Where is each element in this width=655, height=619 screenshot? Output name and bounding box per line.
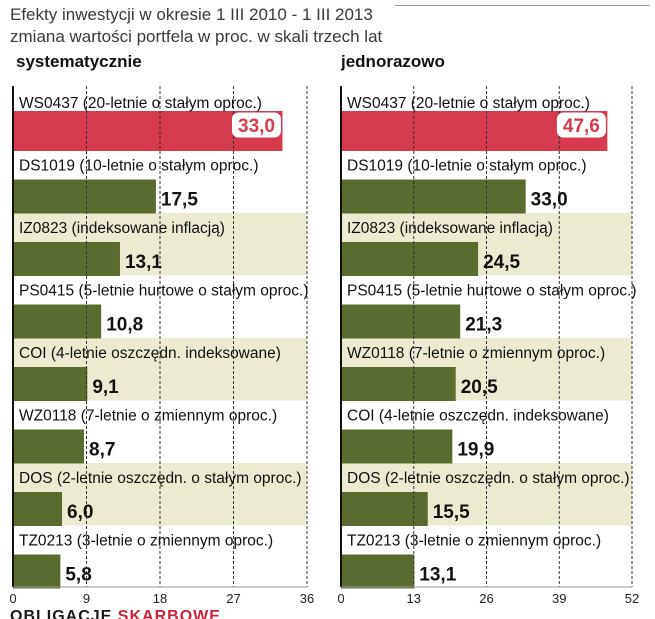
x-tick-label-onetime-52: 52 xyxy=(625,591,639,606)
x-tick-label-onetime-26: 26 xyxy=(479,591,493,606)
category-label-systematic-0: WS0437 (20-letnie o stałym oproc.) xyxy=(19,95,262,112)
value-label-systematic-1: 17,5 xyxy=(161,190,198,211)
bar-systematic-7 xyxy=(13,554,61,589)
bar-onetime-5 xyxy=(341,429,453,464)
category-label-systematic-2: IZ0823 (indeksowane inflacją) xyxy=(19,220,225,237)
value-label-onetime-6: 15,5 xyxy=(433,502,470,523)
category-label-onetime-7: TZ0213 (3-letnie o zmiennym oproc.) xyxy=(347,533,601,550)
bar-onetime-6 xyxy=(341,492,428,526)
bar-systematic-1 xyxy=(13,179,156,214)
value-label-onetime-7: 13,1 xyxy=(419,565,456,586)
bar-systematic-5 xyxy=(13,429,85,464)
category-label-onetime-5: COI (4-letnie oszczędn. indeksowane) xyxy=(347,408,609,425)
value-label-systematic-4: 9,1 xyxy=(92,377,119,398)
x-tick-label-onetime-39: 39 xyxy=(552,591,566,606)
category-label-onetime-0: WS0437 (20-letnie o stałym oproc.) xyxy=(347,95,590,112)
bar-onetime-3 xyxy=(341,304,461,339)
bar-onetime-1 xyxy=(341,179,526,214)
source-label-part2: SKARBOWE xyxy=(117,608,221,619)
value-label-onetime-1: 33,0 xyxy=(531,190,568,211)
category-label-onetime-3: PS0415 (5-letnie hurtowe o stałym oproc.… xyxy=(347,283,636,300)
value-label-systematic-6: 6,0 xyxy=(67,502,93,523)
category-label-systematic-5: WZ0118 (7-letnie o zmiennym oproc.) xyxy=(19,408,277,425)
x-tick-label-systematic-27: 27 xyxy=(226,591,240,606)
category-label-onetime-6: DOS (2-letnie oszczędn. o stałym oproc.) xyxy=(347,470,630,487)
category-label-systematic-3: PS0415 (5-letnie hurtowe o stałym oproc.… xyxy=(19,283,308,300)
value-badge-systematic-0 xyxy=(232,112,281,138)
value-label-systematic-5: 8,7 xyxy=(89,440,115,461)
chart-title-block: Efekty inwestycji w okresie 1 III 2010 -… xyxy=(10,4,650,48)
panel-title-systematic: systematycznie xyxy=(16,52,142,71)
x-tick-label-systematic-0: 0 xyxy=(9,591,16,606)
bar-systematic-6 xyxy=(13,492,62,526)
bar-onetime-7 xyxy=(341,554,415,589)
value-label-onetime-2: 24,5 xyxy=(483,252,520,273)
chart-title: Efekty inwestycji w okresie 1 III 2010 -… xyxy=(10,5,373,24)
value-label-onetime-3: 21,3 xyxy=(465,315,502,336)
panel-title-onetime: jednorazowo xyxy=(341,52,445,71)
source-label-part1: OBLIGACJE xyxy=(10,608,113,619)
value-label-onetime-4: 20,5 xyxy=(461,377,498,398)
category-label-systematic-1: DS1019 (10-letnie o stałym oproc.) xyxy=(19,158,259,175)
top-rule xyxy=(395,5,650,6)
value-label-systematic-0: 33,0 xyxy=(238,116,275,137)
bar-systematic-4 xyxy=(13,367,88,401)
source-footer: OBLIGACJE SKARBOWE xyxy=(10,607,221,619)
value-badge-onetime-0 xyxy=(556,112,606,138)
category-label-systematic-6: DOS (2-letnie oszczędn. o stałym oproc.) xyxy=(19,470,302,487)
x-tick-label-onetime-0: 0 xyxy=(337,591,344,606)
x-tick-label-systematic-18: 18 xyxy=(153,591,167,606)
bar-systematic-2 xyxy=(13,242,120,276)
x-tick-label-systematic-9: 9 xyxy=(83,591,90,606)
category-label-systematic-4: COI (4-letnie oszczędn. indeksowane) xyxy=(19,345,281,362)
category-label-onetime-2: IZ0823 (indeksowane inflacją) xyxy=(347,220,553,237)
value-label-onetime-0: 47,6 xyxy=(563,116,600,137)
value-label-systematic-3: 10,8 xyxy=(106,315,143,336)
category-label-onetime-1: DS1019 (10-letnie o stałym oproc.) xyxy=(347,158,587,175)
category-label-onetime-4: WZ0118 (7-letnie o zmiennym oproc.) xyxy=(347,345,605,362)
value-label-systematic-2: 13,1 xyxy=(125,252,162,273)
bar-systematic-3 xyxy=(13,304,102,339)
chart-subtitle: zmiana wartości portfela w proc. w skali… xyxy=(10,27,383,46)
bar-onetime-2 xyxy=(341,242,479,276)
value-label-onetime-5: 19,9 xyxy=(457,440,494,461)
x-tick-label-systematic-36: 36 xyxy=(300,591,314,606)
bar-onetime-4 xyxy=(341,367,456,401)
value-label-systematic-7: 5,8 xyxy=(65,565,91,586)
category-label-systematic-7: TZ0213 (3-letnie o zmiennym oproc.) xyxy=(19,533,273,550)
x-tick-label-onetime-13: 13 xyxy=(407,591,421,606)
